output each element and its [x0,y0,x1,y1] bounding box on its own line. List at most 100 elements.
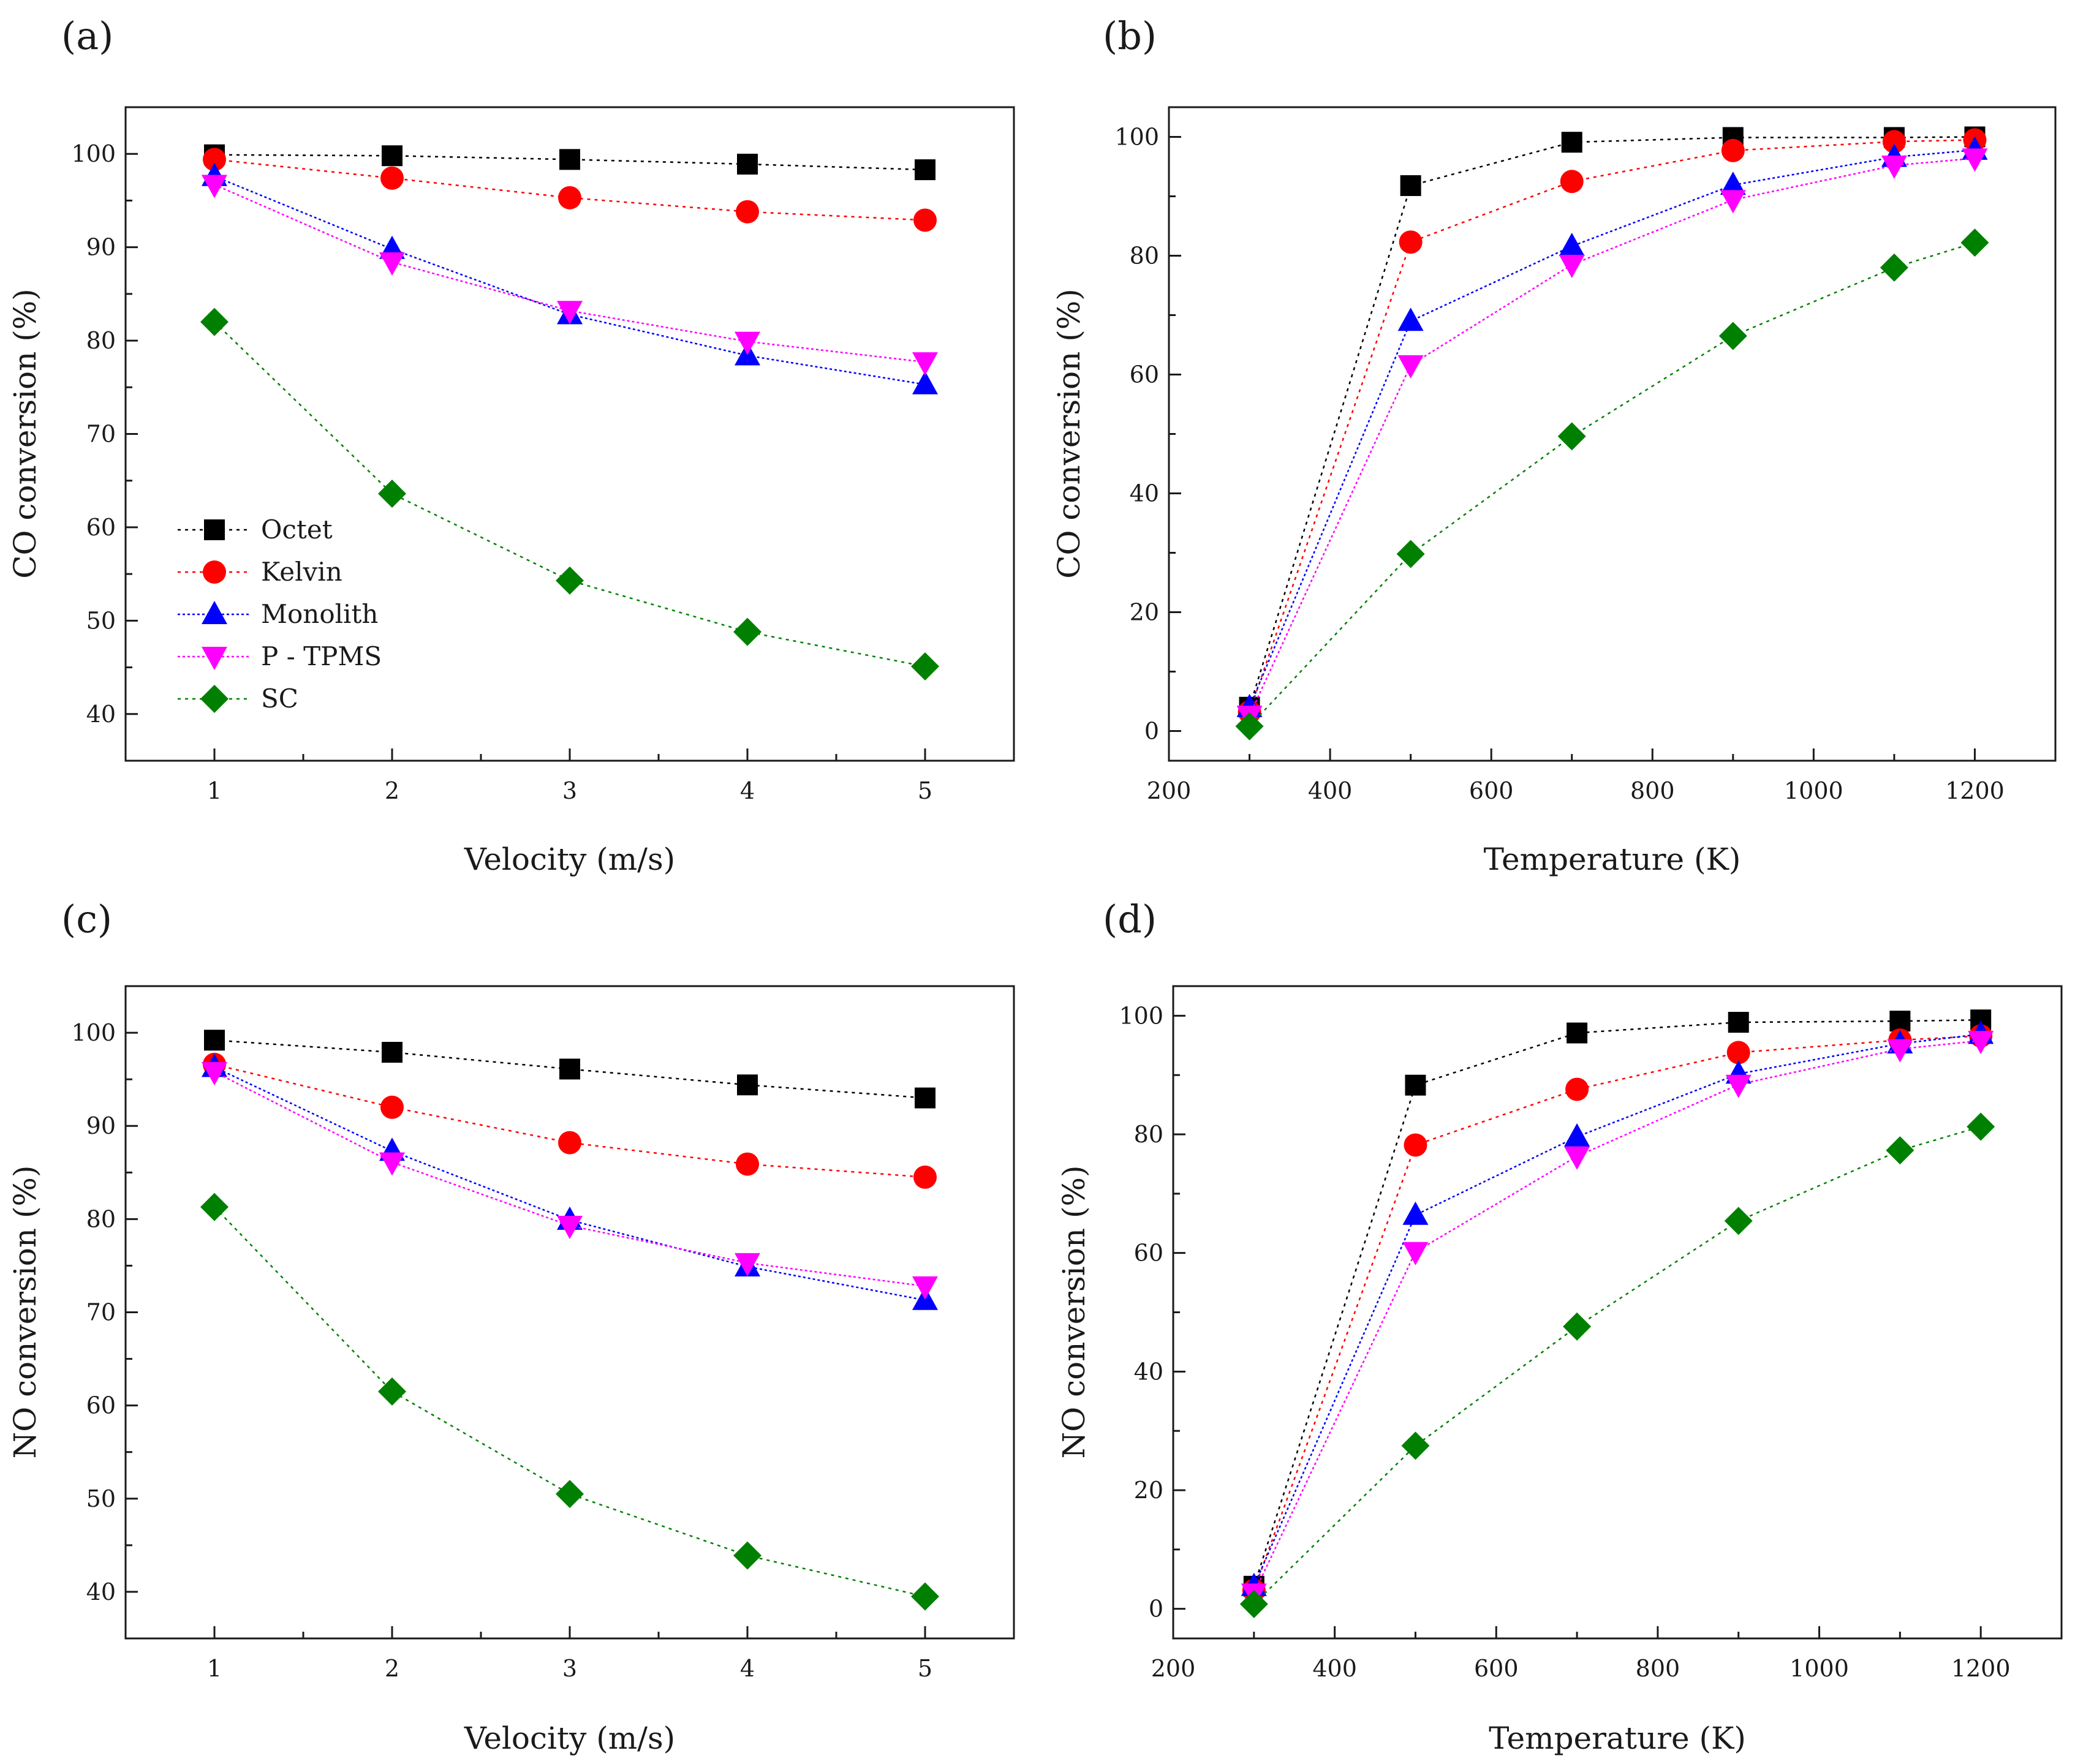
data-point-kelvin [380,166,404,190]
data-point-sc [556,566,584,595]
y-tick-label: 90 [86,1112,116,1139]
plot-frame [124,985,1015,1640]
data-point-p-tpms [202,1061,227,1085]
series-line-p-tpms [1253,1039,1981,1594]
series-line-kelvin [1249,139,1975,712]
x-tick-label: 200 [1151,1655,1196,1682]
chart-panel-b: (b) 200 400 600 800 1000 1200 0 20 40 60 80 100 Tempe… [1051,13,2057,877]
x-tick-label: 1 [207,1655,222,1682]
data-point-octet [204,1030,225,1051]
data-point-p-tpms [1564,1146,1590,1170]
panel-label: (c) [61,897,112,941]
data-point-monolith [1720,172,1746,195]
legend: Octet Kelvin Monolith P - TPMS SC [178,514,382,714]
x-tick-label: 3 [562,777,577,804]
data-point-kelvin [558,1131,581,1155]
series-line-kelvin [1253,1035,1981,1591]
series-line-p-tpms [214,1071,926,1287]
data-point-kelvin [1560,170,1584,194]
y-tick-label: 40 [86,1578,116,1605]
data-point-sc [1967,1112,1995,1141]
legend-marker-kelvin [203,560,226,584]
series-monolith [202,1054,938,1310]
data-point-octet [737,153,758,175]
y-tick-label: 100 [1114,124,1159,151]
y-tick-label: 100 [1119,1002,1163,1029]
series-octet [204,1030,935,1109]
data-point-p-tpms [1402,1242,1429,1265]
data-point-sc [1960,228,1989,257]
series-p-tpms [1241,1031,1994,1607]
series-line-monolith [1253,1033,1981,1587]
y-tick-label: 80 [1134,1121,1163,1148]
legend-label-p-tpms: P - TPMS [261,641,382,671]
data-point-kelvin [913,208,937,232]
chart-panel-a: (a) 1 2 3 4 5 40 50 60 70 80 90 100 Velocity (m/s) CO … [7,13,1015,877]
data-point-octet [737,1074,758,1096]
data-point-sc [1880,253,1908,282]
series-octet [1239,126,1986,718]
series-line-sc [1249,241,1975,727]
data-point-kelvin [1726,1041,1750,1065]
x-tick-label: 4 [740,1655,755,1682]
x-tick-label: 5 [918,777,932,804]
data-point-octet [382,145,403,167]
data-point-sc [1718,322,1747,350]
x-tick-label: 400 [1312,1655,1357,1682]
series-line-octet [1249,136,1975,708]
panel-label: (b) [1103,13,1157,58]
x-tick-label: 1 [207,777,222,804]
data-point-sc [1563,1312,1592,1341]
data-point-sc [733,617,762,646]
data-point-sc [556,1480,584,1509]
x-tick-label: 2 [385,1655,399,1682]
x-tick-label: 1200 [1951,1655,2011,1682]
y-axis-title: CO conversion (%) [1051,288,1087,579]
chart-panel-d: (d) 200 400 600 800 1000 1200 0 20 40 60 80 100 Tempe… [1056,897,2063,1756]
data-point-kelvin [1399,230,1423,254]
data-point-octet [1561,132,1582,153]
data-point-sc [1724,1207,1753,1235]
data-point-p-tpms [912,352,938,376]
series-line-p-tpms [214,184,926,363]
data-point-sc [1239,1589,1268,1618]
data-point-monolith [1397,307,1424,331]
x-tick-label: 2 [385,777,399,804]
data-point-octet [1567,1022,1588,1044]
data-point-p-tpms [1397,355,1424,379]
legend-label-monolith: Monolith [261,599,378,629]
data-point-sc [378,480,406,508]
data-point-sc [1235,712,1264,741]
data-point-p-tpms [735,1253,760,1276]
data-point-sc [911,1582,939,1611]
y-tick-label: 60 [86,514,116,541]
x-tick-label: 1200 [1945,777,2005,804]
data-point-kelvin [380,1095,404,1119]
data-point-sc [200,1193,229,1221]
series-line-sc [214,321,926,668]
data-point-kelvin [913,1165,937,1189]
legend-marker-sc [200,685,229,713]
legend-marker-octet [204,519,225,540]
x-tick-label: 5 [918,1655,932,1682]
data-point-sc [911,652,939,681]
plot-frame [1172,985,2063,1640]
data-point-kelvin [1721,138,1745,162]
x-tick-label: 800 [1630,777,1675,804]
x-tick-label: 600 [1469,777,1514,804]
y-tick-label: 0 [1149,1596,1163,1623]
legend-marker-monolith [202,601,227,624]
series-kelvin [203,1052,937,1189]
y-tick-label: 70 [86,1299,116,1326]
series-line-octet [214,1039,926,1099]
series-line-p-tpms [1249,157,1975,716]
data-point-monolith [1564,1123,1590,1147]
data-point-kelvin [558,186,581,209]
x-tick-label: 1000 [1790,1655,1849,1682]
data-point-octet [559,1058,580,1080]
data-point-p-tpms [1968,1031,1994,1055]
y-tick-label: 20 [1130,599,1159,626]
series-line-sc [1253,1126,1981,1605]
data-point-kelvin [1565,1077,1589,1101]
data-point-monolith [1559,232,1585,256]
